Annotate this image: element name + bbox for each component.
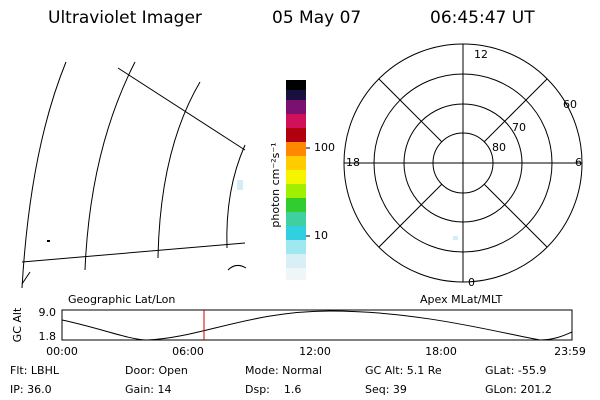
title: Ultraviolet Imager (48, 8, 202, 28)
orbit-x-tick: 00:00 (46, 345, 78, 358)
orbit-y-tick: 1.8 (39, 330, 57, 343)
polar-label: 0 (468, 276, 475, 289)
orbit-x-tick: 18:00 (425, 345, 457, 358)
polar-label: 12 (474, 48, 488, 61)
footer-field: Seq: 39 (365, 383, 407, 396)
polar-label: 6 (575, 156, 582, 169)
footer-field: Gain: 14 (125, 383, 172, 396)
footer-field: Dsp: 1.6 (245, 383, 301, 396)
orbit-x-tick: 12:00 (299, 345, 331, 358)
footer-field: Flt: LBHL (10, 364, 60, 377)
polar-plot: 12 0 18 6 60 70 80 (343, 43, 583, 289)
footer-field: GLat: -55.9 (485, 364, 546, 377)
footer-field: Door: Open (125, 364, 188, 377)
colorbar: 100 10 photon cm⁻²s⁻¹ (269, 80, 335, 280)
polar-label: 60 (563, 98, 577, 111)
footer-field: Mode: Normal (245, 364, 322, 377)
footer-field: GLon: 201.2 (485, 383, 552, 396)
map-label: Apex MLat/MLT (420, 293, 503, 306)
orbit-y-tick: 9.0 (39, 306, 57, 319)
orbit-x-tick: 23:59 (554, 345, 586, 358)
footer-field: GC Alt: 5.1 Re (365, 364, 442, 377)
footer: Flt: LBHL Door: Open Mode: Normal GC Alt: 5… (10, 364, 552, 396)
footer-field: IP: 36.0 (10, 383, 52, 396)
orbit-x-tick: 06:00 (172, 345, 204, 358)
orbit-plot: GC Alt 9.0 1.8 00:00 06:00 12:00 18:00 2… (11, 306, 586, 358)
colorbar-tick: 10 (314, 229, 328, 242)
geographic-map (21, 61, 247, 289)
map-label: Geographic Lat/Lon (68, 293, 175, 306)
polar-label: 80 (492, 141, 506, 154)
colorbar-label: photon cm⁻²s⁻¹ (269, 142, 282, 227)
date: 05 May 07 (272, 8, 361, 28)
orbit-y-label: GC Alt (11, 307, 24, 342)
time: 06:45:47 UT (430, 8, 535, 28)
polar-label: 18 (346, 156, 360, 169)
colorbar-tick: 100 (314, 141, 335, 154)
polar-label: 70 (512, 121, 526, 134)
